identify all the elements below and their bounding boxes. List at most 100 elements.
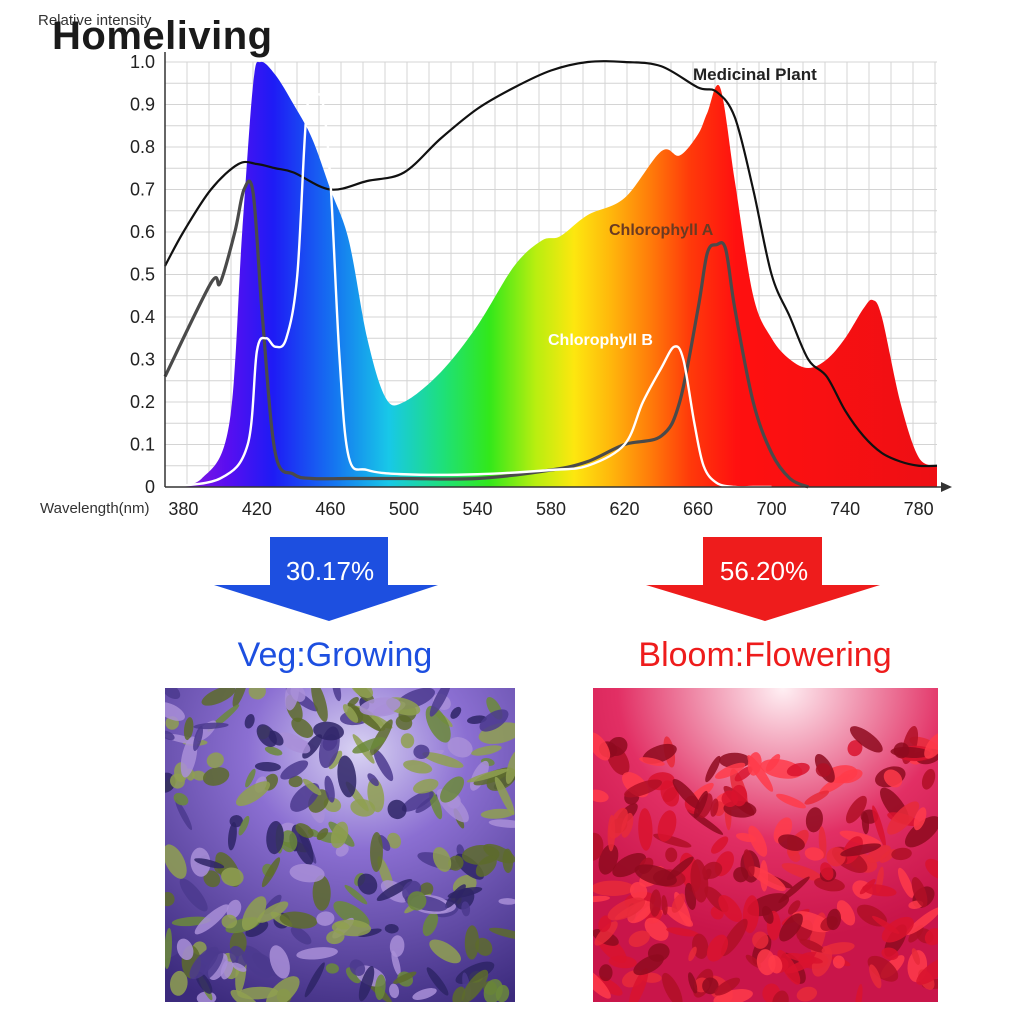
leaf-shape bbox=[248, 688, 266, 700]
leaf-shape bbox=[488, 819, 515, 828]
leaf-shape bbox=[765, 754, 781, 772]
leaf-shape bbox=[311, 688, 328, 722]
leaf-shape bbox=[413, 778, 439, 794]
leaf-shape bbox=[183, 717, 194, 741]
x-tick-label: 620 bbox=[610, 499, 640, 519]
leaf-shape bbox=[350, 798, 376, 817]
leaf-shape bbox=[206, 752, 224, 769]
x-tick-label: 700 bbox=[757, 499, 787, 519]
leaf-shape bbox=[295, 823, 314, 838]
leaf-shape bbox=[785, 958, 817, 974]
leaf-shape bbox=[448, 855, 464, 871]
leaf-shape bbox=[748, 825, 768, 857]
leaf-shape bbox=[447, 737, 473, 758]
leaf-shape bbox=[265, 976, 300, 1002]
leaf-shape bbox=[799, 938, 826, 953]
leaf-shape bbox=[179, 878, 208, 912]
leaf-shape bbox=[911, 948, 920, 965]
leaf-shape bbox=[879, 849, 896, 863]
leaf-shape bbox=[911, 877, 928, 908]
leaf-shape bbox=[924, 732, 938, 759]
leaf-shape bbox=[480, 808, 515, 819]
leaf-shape bbox=[401, 790, 434, 812]
leaf-shape bbox=[872, 915, 900, 934]
leaf-shape bbox=[861, 811, 870, 835]
leaf-shape bbox=[690, 859, 709, 903]
leaf-shape bbox=[593, 966, 611, 999]
leaf-shape bbox=[261, 857, 281, 888]
leaf-shape bbox=[370, 832, 383, 873]
leaf-shape bbox=[407, 891, 427, 911]
curve-lines bbox=[163, 60, 938, 489]
leaf-shape bbox=[347, 697, 359, 707]
leaf-shape bbox=[176, 938, 194, 961]
leaf-shape bbox=[461, 969, 489, 1002]
leaf-shape bbox=[403, 760, 433, 774]
leaf-shape bbox=[849, 726, 883, 753]
leaf-shape bbox=[466, 768, 509, 783]
leaf-shape bbox=[748, 866, 786, 891]
veg-label: Veg:Growing bbox=[237, 636, 433, 674]
leaf-shape bbox=[400, 733, 415, 749]
leaf-shape bbox=[666, 927, 699, 937]
y-tick-label: 0 bbox=[145, 477, 155, 497]
leaf-shape bbox=[279, 911, 318, 929]
leaf-shape bbox=[330, 821, 349, 849]
leaf-shape bbox=[731, 784, 748, 807]
leaf-shape bbox=[429, 939, 461, 964]
leaf-shape bbox=[165, 844, 187, 879]
leaf-shape bbox=[593, 732, 611, 761]
leaf-shape bbox=[440, 776, 465, 803]
y-tick-label: 1.0 bbox=[130, 52, 155, 72]
leaf-shape bbox=[429, 688, 452, 717]
leaf-shape bbox=[747, 755, 774, 792]
leaf-shape bbox=[358, 965, 375, 1002]
leaf-shape bbox=[278, 732, 311, 754]
annotation-chlorophyll-b: Chlorophyll B bbox=[548, 332, 653, 349]
bloom-plant-photo bbox=[593, 688, 938, 1002]
leaf-shape bbox=[291, 717, 314, 738]
leaf-shape bbox=[357, 873, 378, 895]
leaf-shape bbox=[192, 770, 206, 781]
leaf-shape bbox=[869, 964, 882, 989]
leaf-shape bbox=[352, 737, 386, 754]
leaf-shape bbox=[644, 917, 669, 941]
tick-labels: 380 420 460 500 540 580 620 660 700 740 780 0 0.1 0.2… bbox=[130, 52, 934, 519]
leaf-shape bbox=[479, 709, 509, 732]
leaf-shape bbox=[628, 968, 649, 1002]
leaf-shape bbox=[332, 688, 342, 702]
leaf-shape bbox=[804, 790, 830, 805]
leaf-shape bbox=[241, 896, 267, 931]
leaf-shape bbox=[665, 847, 678, 863]
leaf-shape bbox=[389, 983, 400, 999]
leaf-shape bbox=[733, 867, 749, 883]
leaf-shape bbox=[781, 863, 823, 881]
leaf-shape bbox=[413, 744, 430, 759]
leaf-shape bbox=[426, 967, 449, 996]
leaf-shape bbox=[594, 921, 618, 946]
leaf-shape bbox=[805, 807, 823, 833]
leaf-shape bbox=[450, 706, 462, 719]
leaf-shape bbox=[906, 907, 938, 935]
leaf-shape bbox=[344, 884, 368, 905]
leaf-shape bbox=[228, 821, 237, 851]
leaf-shape bbox=[475, 855, 497, 877]
leaf-shape bbox=[826, 847, 846, 867]
leaf-shape bbox=[165, 772, 176, 793]
leaf-shape bbox=[826, 908, 842, 931]
leaf-shape bbox=[688, 972, 698, 994]
leaf-shape bbox=[257, 901, 289, 923]
leaf-shape bbox=[312, 875, 331, 911]
leaf-shape bbox=[241, 945, 272, 979]
leaf-shape bbox=[291, 824, 314, 865]
y-tick-label: 0.3 bbox=[130, 350, 155, 370]
leaf-shape bbox=[881, 916, 914, 943]
leaf-shape bbox=[913, 807, 927, 831]
annotation-medicinal-plant: Medicinal Plant bbox=[693, 65, 817, 84]
leaf-shape bbox=[422, 912, 439, 937]
leaf-shape bbox=[373, 749, 394, 782]
leaf-shape bbox=[779, 913, 803, 942]
leaf-shape bbox=[881, 947, 899, 961]
leaf-shape bbox=[840, 843, 882, 857]
leaf-shape bbox=[598, 915, 612, 933]
